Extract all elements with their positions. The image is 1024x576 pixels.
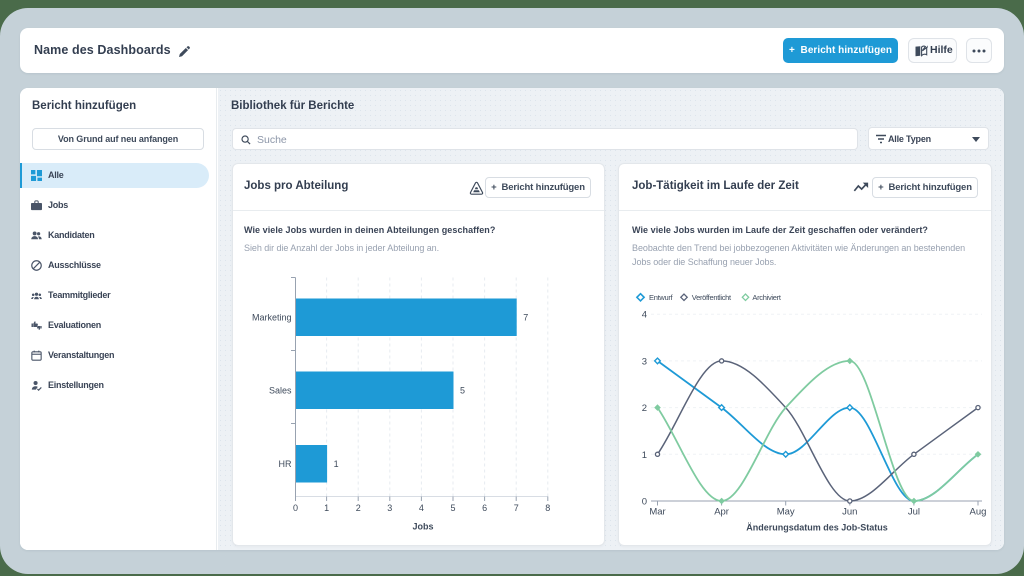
svg-text:Mar: Mar: [649, 507, 665, 518]
svg-text:6: 6: [482, 503, 487, 513]
svg-text:4: 4: [642, 310, 647, 321]
svg-text:May: May: [777, 507, 795, 518]
svg-text:4: 4: [419, 503, 424, 513]
svg-text:Jobs: Jobs: [412, 522, 433, 532]
svg-text:Aug: Aug: [970, 507, 987, 518]
svg-text:0: 0: [293, 503, 298, 513]
svg-text:Jun: Jun: [842, 507, 857, 518]
svg-text:Entwurf: Entwurf: [649, 293, 674, 302]
svg-text:3: 3: [642, 356, 647, 367]
svg-text:0: 0: [642, 497, 647, 508]
svg-text:5: 5: [460, 386, 465, 396]
svg-text:Sales: Sales: [269, 386, 292, 396]
svg-text:7: 7: [523, 313, 528, 323]
svg-text:Apr: Apr: [714, 507, 729, 518]
svg-text:Marketing: Marketing: [252, 313, 292, 323]
svg-text:Änderungsdatum des Job-Status: Änderungsdatum des Job-Status: [746, 522, 888, 532]
svg-text:Veröffentlicht: Veröffentlicht: [692, 293, 732, 302]
svg-text:1: 1: [324, 503, 329, 513]
svg-text:Jul: Jul: [908, 507, 920, 518]
svg-text:3: 3: [387, 503, 392, 513]
svg-text:1: 1: [642, 450, 647, 461]
svg-text:8: 8: [545, 503, 550, 513]
svg-text:1: 1: [334, 459, 339, 469]
svg-text:Archiviert: Archiviert: [752, 293, 781, 302]
svg-text:5: 5: [450, 503, 455, 513]
svg-text:HR: HR: [279, 459, 292, 469]
svg-text:7: 7: [514, 503, 519, 513]
svg-text:2: 2: [356, 503, 361, 513]
svg-text:2: 2: [642, 403, 647, 414]
